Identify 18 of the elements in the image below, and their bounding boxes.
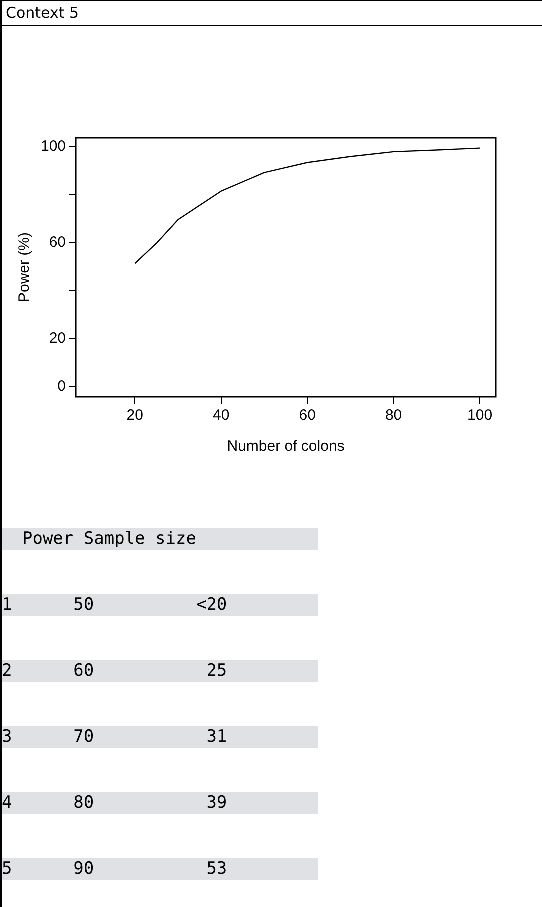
- x-tick-label: 80: [385, 407, 402, 424]
- x-tick-label: 20: [126, 407, 144, 424]
- text: 3 70 31: [2, 726, 318, 748]
- y-tick-label: 20: [49, 330, 66, 347]
- x-tick-label: 40: [212, 407, 230, 424]
- text: 1 50 <20: [2, 594, 318, 616]
- y-tick-label: 0: [58, 378, 66, 396]
- text: 5 90 53: [2, 858, 318, 880]
- y-tick-label: 100: [40, 138, 66, 155]
- x-axis-title: Number of colons: [227, 438, 345, 456]
- text: Power Sample size: [2, 528, 318, 550]
- x-tick-label: 60: [299, 407, 316, 424]
- chart-title: Context 5: [2, 0, 542, 26]
- text: 4 80 39: [2, 792, 318, 814]
- y-tick-label: 60: [49, 234, 66, 251]
- text: 2 60 25: [2, 660, 318, 682]
- x-tick-label: 100: [468, 407, 493, 424]
- y-axis-title: Power (%): [16, 232, 34, 303]
